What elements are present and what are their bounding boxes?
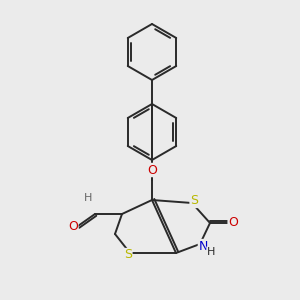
Text: S: S (124, 248, 132, 262)
Text: H: H (84, 193, 92, 203)
Text: N: N (198, 239, 208, 253)
Text: O: O (147, 164, 157, 176)
Text: O: O (68, 220, 78, 232)
Text: O: O (228, 217, 238, 230)
Text: S: S (190, 194, 198, 208)
Text: O: O (147, 164, 157, 176)
Text: H: H (207, 247, 215, 257)
